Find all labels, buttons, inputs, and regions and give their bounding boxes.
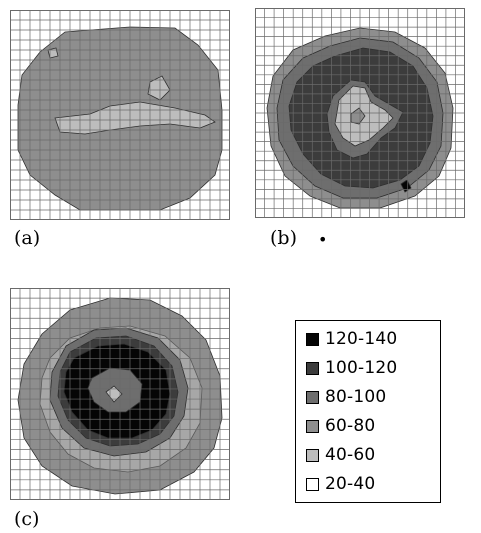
zone-60-80-b-spot [350, 107, 366, 125]
legend-item: 120-140 [306, 328, 397, 350]
grid-a [10, 10, 230, 220]
zone-40-60-a-spot2 [47, 47, 59, 59]
grid-b [255, 8, 465, 218]
legend: 120-140 100-120 80-100 60-80 40-60 20-40 [295, 320, 441, 503]
legend-label: 120-140 [325, 329, 398, 349]
legend-swatch [306, 419, 319, 433]
contour-map-a-plot [10, 10, 230, 220]
legend-swatch [306, 390, 319, 404]
contour-map-c-plot [10, 288, 230, 500]
panel-label-a: (a) [14, 227, 41, 249]
legend-item: 40-60 [306, 444, 375, 466]
grid-c [10, 288, 230, 500]
contour-map-a [10, 10, 230, 220]
legend-item: 100-120 [306, 357, 397, 379]
legend-label: 20-40 [325, 474, 376, 494]
legend-swatch [306, 448, 319, 462]
legend-label: 100-120 [325, 358, 398, 378]
legend-label: 60-80 [325, 416, 376, 436]
legend-swatch [306, 477, 319, 491]
panel-label-b: (b) [270, 227, 297, 249]
legend-item: 60-80 [306, 415, 375, 437]
legend-item: 20-40 [306, 473, 375, 495]
panel-label-c: (c) [14, 508, 40, 530]
contour-map-c [10, 288, 230, 500]
legend-item: 80-100 [306, 386, 386, 408]
legend-label: 40-60 [325, 445, 376, 465]
legend-swatch [306, 332, 319, 346]
panel-mark-b: • [318, 230, 328, 249]
legend-label: 80-100 [325, 387, 387, 407]
legend-swatch [306, 361, 319, 375]
contour-map-b [255, 8, 465, 218]
contour-map-b-plot [255, 8, 465, 218]
